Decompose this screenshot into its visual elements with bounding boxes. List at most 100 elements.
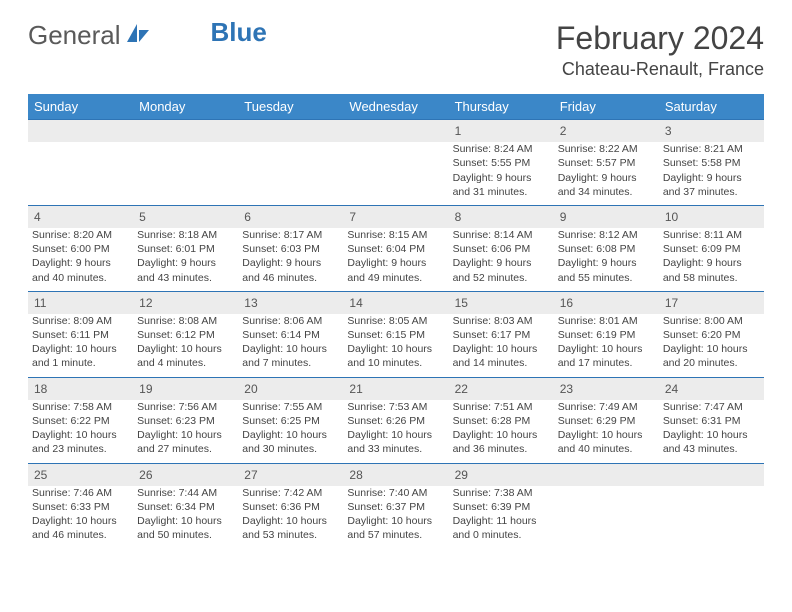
daylight-line: Daylight: 10 hours — [347, 428, 444, 442]
daylight-line: and 43 minutes. — [663, 442, 760, 456]
day-detail-cell: Sunrise: 7:49 AMSunset: 6:29 PMDaylight:… — [554, 400, 659, 463]
sunset-line: Sunset: 5:58 PM — [663, 156, 760, 170]
day-detail-cell — [343, 142, 448, 205]
sunrise-line: Sunrise: 7:47 AM — [663, 400, 760, 414]
location-label: Chateau-Renault, France — [556, 59, 764, 80]
daylight-line: Daylight: 10 hours — [558, 428, 655, 442]
day-detail-cell — [28, 142, 133, 205]
daylight-line: Daylight: 9 hours — [663, 256, 760, 270]
daylight-line: and 53 minutes. — [242, 528, 339, 542]
day-number-cell: 16 — [554, 291, 659, 314]
daylight-line: and 33 minutes. — [347, 442, 444, 456]
daylight-line: Daylight: 11 hours — [453, 514, 550, 528]
day-number-row: 123 — [28, 120, 764, 143]
daylight-line: Daylight: 10 hours — [137, 342, 234, 356]
sunrise-line: Sunrise: 7:40 AM — [347, 486, 444, 500]
day-detail-cell: Sunrise: 8:09 AMSunset: 6:11 PMDaylight:… — [28, 314, 133, 377]
daylight-line: Daylight: 9 hours — [453, 171, 550, 185]
sunset-line: Sunset: 6:00 PM — [32, 242, 129, 256]
day-detail-cell: Sunrise: 7:40 AMSunset: 6:37 PMDaylight:… — [343, 486, 448, 549]
sunrise-line: Sunrise: 8:24 AM — [453, 142, 550, 156]
day-detail-row: Sunrise: 8:20 AMSunset: 6:00 PMDaylight:… — [28, 228, 764, 291]
day-detail-cell: Sunrise: 7:42 AMSunset: 6:36 PMDaylight:… — [238, 486, 343, 549]
day-number-cell: 17 — [659, 291, 764, 314]
daylight-line: Daylight: 9 hours — [453, 256, 550, 270]
sunrise-line: Sunrise: 7:51 AM — [453, 400, 550, 414]
daylight-line: and 10 minutes. — [347, 356, 444, 370]
daylight-line: Daylight: 9 hours — [558, 171, 655, 185]
daylight-line: and 46 minutes. — [242, 271, 339, 285]
sunrise-line: Sunrise: 7:38 AM — [453, 486, 550, 500]
daylight-line: and 50 minutes. — [137, 528, 234, 542]
day-detail-cell: Sunrise: 7:55 AMSunset: 6:25 PMDaylight:… — [238, 400, 343, 463]
day-number-cell: 21 — [343, 377, 448, 400]
page-header: General Blue February 2024 Chateau-Renau… — [28, 20, 764, 80]
day-number-cell — [659, 463, 764, 486]
day-detail-cell: Sunrise: 8:05 AMSunset: 6:15 PMDaylight:… — [343, 314, 448, 377]
brand-logo: General Blue — [28, 20, 267, 51]
sunset-line: Sunset: 6:34 PM — [137, 500, 234, 514]
day-number-cell: 26 — [133, 463, 238, 486]
day-detail-cell: Sunrise: 8:06 AMSunset: 6:14 PMDaylight:… — [238, 314, 343, 377]
daylight-line: Daylight: 10 hours — [32, 342, 129, 356]
day-detail-cell — [238, 142, 343, 205]
day-detail-cell: Sunrise: 8:15 AMSunset: 6:04 PMDaylight:… — [343, 228, 448, 291]
sunset-line: Sunset: 6:12 PM — [137, 328, 234, 342]
sunrise-line: Sunrise: 8:15 AM — [347, 228, 444, 242]
day-number-cell: 28 — [343, 463, 448, 486]
daylight-line: Daylight: 10 hours — [242, 428, 339, 442]
sunset-line: Sunset: 6:14 PM — [242, 328, 339, 342]
day-detail-cell: Sunrise: 8:20 AMSunset: 6:00 PMDaylight:… — [28, 228, 133, 291]
sunset-line: Sunset: 6:20 PM — [663, 328, 760, 342]
sunrise-line: Sunrise: 8:09 AM — [32, 314, 129, 328]
day-number-cell — [133, 120, 238, 143]
day-detail-cell: Sunrise: 8:24 AMSunset: 5:55 PMDaylight:… — [449, 142, 554, 205]
sunrise-line: Sunrise: 8:03 AM — [453, 314, 550, 328]
daylight-line: and 14 minutes. — [453, 356, 550, 370]
daylight-line: Daylight: 10 hours — [347, 342, 444, 356]
daylight-line: and 0 minutes. — [453, 528, 550, 542]
day-number-row: 45678910 — [28, 205, 764, 228]
sunset-line: Sunset: 6:31 PM — [663, 414, 760, 428]
day-detail-cell — [133, 142, 238, 205]
sunset-line: Sunset: 6:36 PM — [242, 500, 339, 514]
day-detail-cell: Sunrise: 8:11 AMSunset: 6:09 PMDaylight:… — [659, 228, 764, 291]
weekday-header: Thursday — [449, 94, 554, 120]
daylight-line: Daylight: 10 hours — [242, 514, 339, 528]
sunset-line: Sunset: 6:29 PM — [558, 414, 655, 428]
day-number-cell: 7 — [343, 205, 448, 228]
daylight-line: and 1 minute. — [32, 356, 129, 370]
daylight-line: and 20 minutes. — [663, 356, 760, 370]
sunrise-line: Sunrise: 8:06 AM — [242, 314, 339, 328]
sunrise-line: Sunrise: 8:11 AM — [663, 228, 760, 242]
weekday-header: Wednesday — [343, 94, 448, 120]
daylight-line: Daylight: 10 hours — [558, 342, 655, 356]
day-detail-cell: Sunrise: 7:51 AMSunset: 6:28 PMDaylight:… — [449, 400, 554, 463]
day-number-row: 11121314151617 — [28, 291, 764, 314]
sunset-line: Sunset: 6:19 PM — [558, 328, 655, 342]
day-number-cell: 23 — [554, 377, 659, 400]
daylight-line: and 57 minutes. — [347, 528, 444, 542]
sunrise-line: Sunrise: 8:01 AM — [558, 314, 655, 328]
sunrise-line: Sunrise: 8:21 AM — [663, 142, 760, 156]
sunset-line: Sunset: 6:33 PM — [32, 500, 129, 514]
daylight-line: Daylight: 9 hours — [242, 256, 339, 270]
sail-icon — [125, 20, 151, 51]
sunset-line: Sunset: 6:23 PM — [137, 414, 234, 428]
day-detail-cell — [554, 486, 659, 549]
day-detail-row: Sunrise: 7:46 AMSunset: 6:33 PMDaylight:… — [28, 486, 764, 549]
day-detail-cell — [659, 486, 764, 549]
daylight-line: and 40 minutes. — [32, 271, 129, 285]
day-number-cell: 20 — [238, 377, 343, 400]
day-number-cell: 27 — [238, 463, 343, 486]
sunset-line: Sunset: 6:03 PM — [242, 242, 339, 256]
sunrise-line: Sunrise: 7:55 AM — [242, 400, 339, 414]
sunset-line: Sunset: 5:55 PM — [453, 156, 550, 170]
day-number-cell: 18 — [28, 377, 133, 400]
sunset-line: Sunset: 6:25 PM — [242, 414, 339, 428]
sunrise-line: Sunrise: 8:18 AM — [137, 228, 234, 242]
day-number-cell: 12 — [133, 291, 238, 314]
sunset-line: Sunset: 6:06 PM — [453, 242, 550, 256]
day-number-cell: 19 — [133, 377, 238, 400]
sunset-line: Sunset: 5:57 PM — [558, 156, 655, 170]
